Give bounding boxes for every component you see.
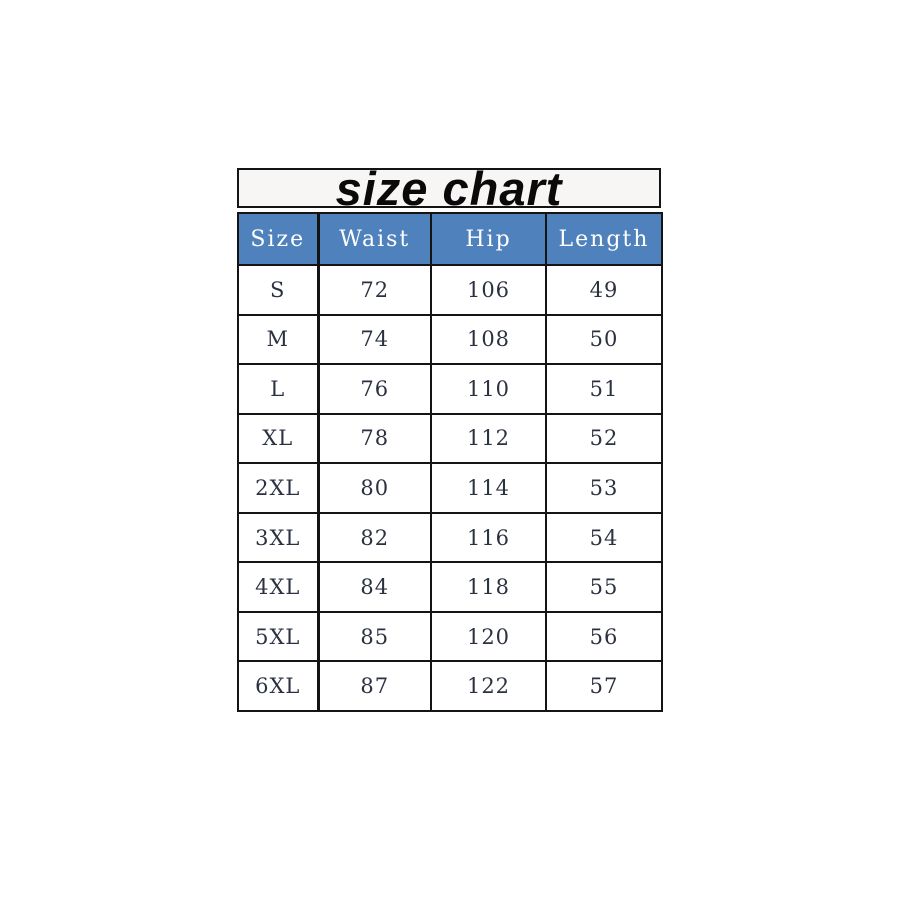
table-row: M 74 108 50 bbox=[237, 313, 663, 366]
hip-cell: 110 bbox=[430, 363, 547, 415]
waist-cell: 78 bbox=[317, 412, 432, 465]
length-cell: 53 bbox=[545, 462, 663, 514]
table-row: XL 78 112 52 bbox=[237, 412, 663, 465]
size-cell: XL bbox=[237, 412, 320, 465]
size-cell: L bbox=[237, 363, 320, 415]
hip-cell: 114 bbox=[430, 462, 547, 514]
header-row: Size Waist Hip Length bbox=[237, 212, 663, 266]
length-cell: 55 bbox=[545, 561, 663, 613]
length-cell: 52 bbox=[545, 412, 663, 465]
size-cell: S bbox=[237, 264, 320, 316]
size-cell: 3XL bbox=[237, 511, 320, 564]
hip-cell: 106 bbox=[430, 264, 547, 316]
length-cell: 51 bbox=[545, 363, 663, 415]
waist-cell: 82 bbox=[317, 511, 432, 564]
header-cell-hip: Hip bbox=[430, 212, 547, 266]
hip-cell: 116 bbox=[430, 511, 547, 564]
table-header: Size Waist Hip Length bbox=[237, 212, 663, 266]
hip-cell: 120 bbox=[430, 610, 547, 663]
table-row: 5XL 85 120 56 bbox=[237, 610, 663, 663]
waist-cell: 85 bbox=[317, 610, 432, 663]
table-row: 6XL 87 122 57 bbox=[237, 660, 663, 712]
waist-cell: 87 bbox=[317, 660, 432, 712]
size-cell: 2XL bbox=[237, 462, 320, 514]
hip-cell: 118 bbox=[430, 561, 547, 613]
hip-cell: 122 bbox=[430, 660, 547, 712]
length-cell: 57 bbox=[545, 660, 663, 712]
length-cell: 56 bbox=[545, 610, 663, 663]
size-cell: 6XL bbox=[237, 660, 320, 712]
table-row: 2XL 80 114 53 bbox=[237, 462, 663, 514]
waist-cell: 84 bbox=[317, 561, 432, 613]
length-cell: 49 bbox=[545, 264, 663, 316]
header-cell-waist: Waist bbox=[317, 212, 432, 266]
table-body: S 72 106 49 M 74 108 50 L 76 110 51 XL 7… bbox=[237, 264, 663, 712]
hip-cell: 112 bbox=[430, 412, 547, 465]
size-cell: 5XL bbox=[237, 610, 320, 663]
header-cell-length: Length bbox=[545, 212, 663, 266]
waist-cell: 74 bbox=[317, 313, 432, 366]
page-title: size chart bbox=[335, 162, 563, 215]
table-row: L 76 110 51 bbox=[237, 363, 663, 415]
length-cell: 54 bbox=[545, 511, 663, 564]
hip-cell: 108 bbox=[430, 313, 547, 366]
table-row: S 72 106 49 bbox=[237, 264, 663, 316]
size-cell: 4XL bbox=[237, 561, 320, 613]
waist-cell: 76 bbox=[317, 363, 432, 415]
waist-cell: 80 bbox=[317, 462, 432, 514]
title-box: size chart bbox=[237, 162, 661, 215]
header-cell-size: Size bbox=[237, 212, 320, 266]
waist-cell: 72 bbox=[317, 264, 432, 316]
size-table: Size Waist Hip Length S 72 106 49 M 74 1… bbox=[237, 212, 663, 712]
table-row: 3XL 82 116 54 bbox=[237, 511, 663, 564]
table-row: 4XL 84 118 55 bbox=[237, 561, 663, 613]
size-cell: M bbox=[237, 313, 320, 366]
length-cell: 50 bbox=[545, 313, 663, 366]
